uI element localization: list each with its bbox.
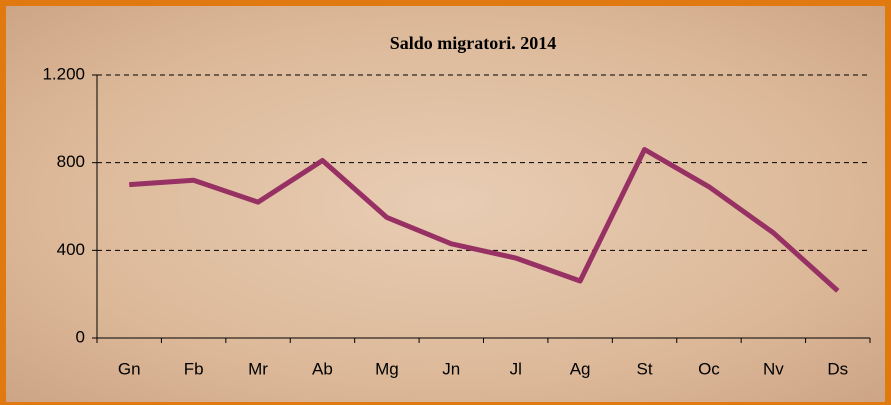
background <box>0 0 891 405</box>
x-tick-label: St <box>637 359 653 378</box>
x-tick-label: Ag <box>570 359 591 378</box>
chart: Saldo migratori. 2014 0 400 800 1.200 Gn Fb Mr… <box>0 0 891 405</box>
y-tick-label: 0 <box>76 327 85 346</box>
y-tick-label: 1.200 <box>42 64 85 83</box>
page: {"chart_data": {"type": "line", "title":… <box>0 0 891 405</box>
y-tick-label: 400 <box>57 240 85 259</box>
y-tick-label: 800 <box>57 152 85 171</box>
x-tick-label: Gn <box>118 359 141 378</box>
x-tick-label: Nv <box>763 359 784 378</box>
x-tick-label: Mr <box>248 359 268 378</box>
x-tick-label: Fb <box>184 359 204 378</box>
x-tick-label: Mg <box>375 359 399 378</box>
chart-title: Saldo migratori. 2014 <box>390 33 557 53</box>
x-tick-label: Oc <box>698 359 720 378</box>
x-tick-label: Ds <box>827 359 848 378</box>
x-tick-label: Ab <box>312 359 333 378</box>
x-tick-label: Jn <box>442 359 460 378</box>
x-tick-label: Jl <box>510 359 522 378</box>
